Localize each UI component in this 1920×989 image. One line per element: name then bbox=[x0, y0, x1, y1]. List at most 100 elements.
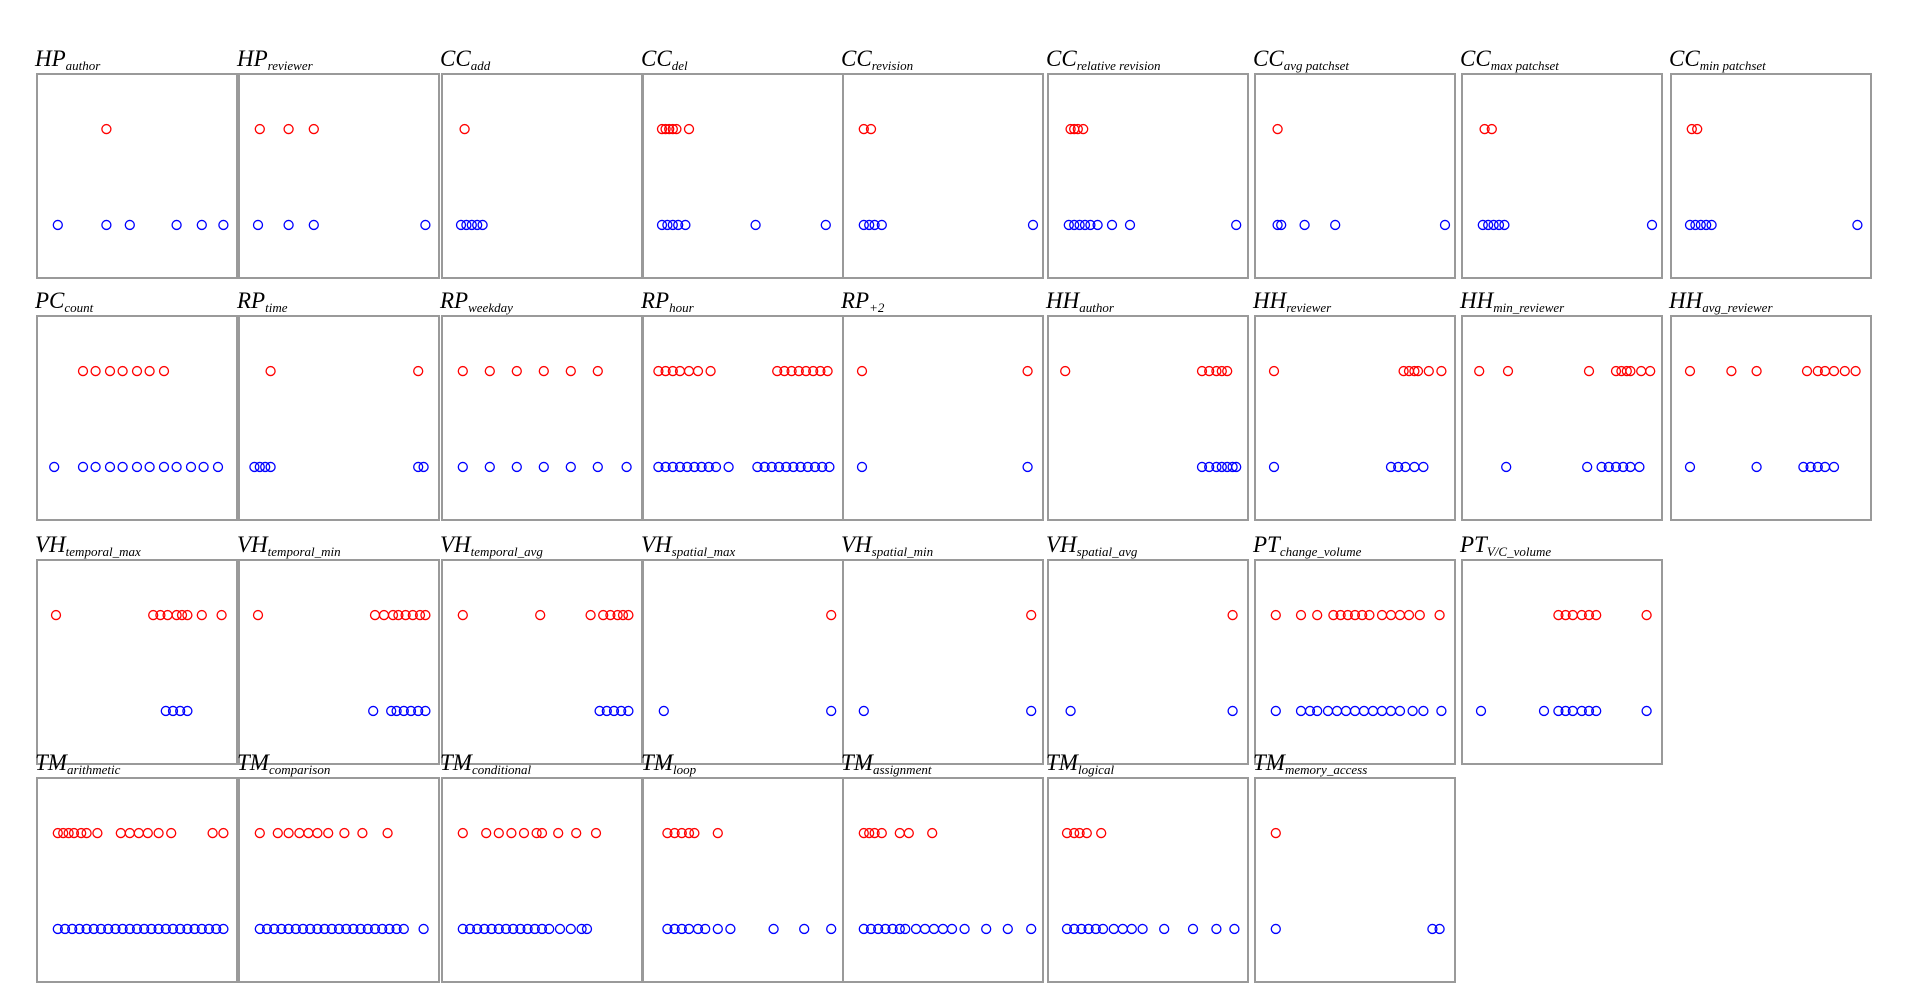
point bbox=[1641, 705, 1652, 717]
point bbox=[565, 923, 576, 935]
point bbox=[553, 827, 564, 839]
point bbox=[858, 827, 869, 839]
panel: TMassignment bbox=[841, 750, 1044, 983]
panel-title: HHavg_reviewer bbox=[1668, 288, 1773, 315]
point bbox=[218, 827, 229, 839]
point bbox=[1270, 609, 1281, 621]
title-sub: spatial_max bbox=[672, 544, 736, 559]
panel-title: CCmax patchset bbox=[1460, 46, 1559, 73]
panel: PTV/C_volume bbox=[1459, 532, 1663, 765]
title-sub: loop bbox=[673, 762, 697, 777]
point bbox=[158, 461, 170, 473]
point bbox=[856, 365, 868, 377]
point bbox=[339, 827, 350, 839]
panel-title: CCavg patchset bbox=[1253, 46, 1349, 73]
point bbox=[1625, 365, 1636, 377]
point bbox=[218, 219, 229, 231]
point bbox=[683, 827, 695, 839]
point bbox=[660, 461, 671, 473]
panel-frame bbox=[36, 777, 238, 983]
panel: VHtemporal_max bbox=[35, 532, 238, 765]
point bbox=[1342, 609, 1353, 621]
point bbox=[260, 461, 271, 473]
title-main: HH bbox=[1668, 288, 1704, 313]
point bbox=[207, 827, 218, 839]
point bbox=[1852, 219, 1863, 231]
point bbox=[148, 609, 159, 621]
point bbox=[1211, 923, 1222, 935]
point bbox=[506, 827, 517, 839]
point bbox=[76, 827, 87, 839]
point bbox=[680, 219, 691, 231]
point bbox=[1692, 123, 1703, 135]
title-sub: spatial_avg bbox=[1077, 544, 1138, 559]
point bbox=[664, 123, 675, 135]
point bbox=[656, 123, 668, 135]
point bbox=[1072, 123, 1083, 135]
point bbox=[876, 219, 887, 231]
point bbox=[382, 827, 393, 839]
point bbox=[333, 923, 345, 935]
point bbox=[1065, 123, 1076, 135]
point bbox=[712, 923, 723, 935]
point bbox=[153, 923, 164, 935]
point bbox=[856, 461, 868, 473]
title-main: RP bbox=[840, 288, 869, 313]
point bbox=[63, 827, 74, 839]
point bbox=[1603, 461, 1614, 473]
panel: RPtime bbox=[236, 288, 440, 521]
point bbox=[696, 461, 707, 473]
point bbox=[323, 827, 334, 839]
title-main: VH bbox=[641, 532, 673, 557]
title-sub: change_volume bbox=[1280, 544, 1362, 559]
point bbox=[414, 609, 426, 621]
point bbox=[1211, 365, 1222, 377]
point bbox=[1304, 705, 1316, 717]
point bbox=[1069, 219, 1080, 231]
panel-title: TMassignment bbox=[841, 750, 932, 777]
point bbox=[865, 123, 877, 135]
point bbox=[1436, 705, 1447, 717]
point bbox=[131, 365, 143, 377]
point bbox=[1751, 461, 1762, 473]
panel-title: CCdel bbox=[641, 46, 688, 73]
point bbox=[880, 923, 891, 935]
title-sub: revision bbox=[872, 58, 913, 73]
point bbox=[182, 705, 193, 717]
point bbox=[1097, 923, 1109, 935]
point bbox=[1483, 219, 1494, 231]
point bbox=[869, 827, 880, 839]
point bbox=[393, 609, 404, 621]
point bbox=[779, 365, 790, 377]
panel: HHavg_reviewer bbox=[1668, 288, 1872, 521]
point bbox=[662, 923, 673, 935]
point bbox=[598, 609, 609, 621]
point bbox=[486, 923, 497, 935]
point bbox=[182, 609, 193, 621]
point bbox=[90, 365, 101, 377]
point bbox=[369, 923, 381, 935]
title-main: TM bbox=[641, 750, 675, 775]
title-main: HP bbox=[34, 46, 66, 71]
point bbox=[1276, 219, 1287, 231]
panel-title: HHauthor bbox=[1045, 288, 1115, 315]
point bbox=[158, 365, 170, 377]
point bbox=[795, 461, 806, 473]
point bbox=[472, 219, 483, 231]
panel-title: PCcount bbox=[34, 288, 94, 315]
point bbox=[155, 609, 166, 621]
point bbox=[305, 923, 316, 935]
point bbox=[457, 365, 468, 377]
title-sub: V/C_volume bbox=[1487, 544, 1551, 559]
point bbox=[900, 923, 911, 935]
point bbox=[1312, 609, 1323, 621]
point bbox=[538, 461, 549, 473]
point bbox=[802, 461, 813, 473]
point bbox=[196, 923, 207, 935]
point bbox=[167, 705, 179, 717]
point bbox=[712, 827, 723, 839]
point bbox=[459, 123, 470, 135]
point bbox=[1393, 461, 1404, 473]
point bbox=[710, 461, 722, 473]
panel-title: RPweekday bbox=[439, 288, 513, 315]
